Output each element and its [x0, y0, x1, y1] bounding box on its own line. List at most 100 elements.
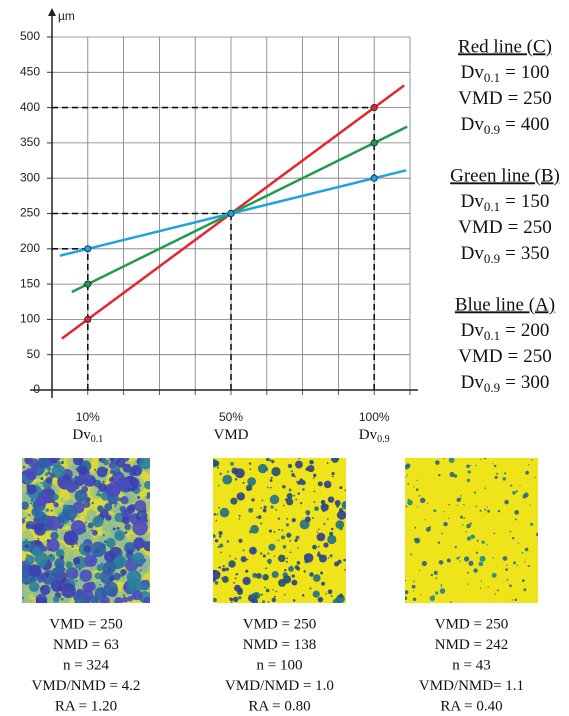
droplet: [242, 576, 251, 586]
droplet: [502, 556, 508, 561]
droplet: [90, 529, 93, 532]
droplet: [339, 486, 343, 490]
line-extension: [373, 169, 407, 180]
droplet: [134, 500, 147, 513]
droplet: [443, 521, 448, 527]
droplet: [329, 531, 334, 536]
droplet: [467, 571, 470, 574]
droplet: [313, 473, 317, 478]
droplet: [234, 577, 237, 580]
sublabel-text: VMD: [213, 427, 248, 443]
droplet: [222, 474, 233, 485]
droplet: [87, 522, 94, 529]
droplet: [132, 552, 145, 565]
droplet: [84, 565, 88, 568]
droplet: [325, 592, 328, 595]
droplet: [487, 509, 490, 513]
droplet: [57, 515, 66, 524]
droplet: [341, 500, 346, 510]
droplet: [61, 583, 76, 599]
droplet: [264, 586, 266, 589]
droplet: [481, 540, 485, 544]
droplet: [309, 587, 312, 590]
haze: [22, 590, 30, 603]
data-point: [370, 139, 378, 147]
droplet: [31, 508, 39, 516]
droplet: [467, 583, 469, 585]
haze: [29, 514, 35, 520]
droplet: [473, 568, 478, 573]
droplet: [139, 569, 142, 572]
droplet: [217, 545, 220, 549]
droplet: [218, 530, 223, 536]
droplet: [27, 471, 37, 481]
droplet: [506, 564, 508, 566]
droplet: [470, 464, 472, 467]
stat-value: 200: [521, 320, 550, 341]
droplet: [515, 490, 519, 493]
droplet: [221, 567, 226, 572]
droplet: [521, 551, 524, 554]
droplet: [261, 499, 264, 502]
droplet: [40, 490, 48, 498]
stat-value: 150: [521, 191, 550, 212]
droplet: [230, 462, 234, 466]
droplet: [218, 572, 221, 575]
y-axis-label: µm: [58, 9, 75, 23]
droplet: [45, 476, 53, 484]
droplet: [308, 511, 310, 514]
droplet: [103, 459, 110, 466]
data-point: [84, 315, 92, 323]
droplet: [234, 478, 238, 481]
droplet: [446, 558, 451, 563]
stat-name: Dv: [461, 191, 485, 212]
droplet: [441, 589, 443, 592]
droplet: [234, 557, 237, 560]
droplet: [494, 593, 496, 595]
droplet: [415, 488, 419, 491]
droplet: [275, 590, 278, 593]
y-tick-label: 150: [20, 276, 40, 290]
data-point: [227, 209, 235, 218]
droplet: [267, 600, 270, 603]
droplet: [140, 540, 147, 546]
droplet: [126, 548, 133, 555]
haze: [146, 533, 150, 540]
legend-stat: Dv0.1 = 150: [461, 191, 550, 214]
droplet: [70, 520, 86, 535]
droplet: [98, 483, 108, 493]
droplet: [295, 460, 303, 469]
stat-sep: =: [505, 62, 516, 83]
droplet: [216, 466, 220, 469]
droplet: [265, 567, 268, 570]
legend-stat: Dv0.9 = 300: [461, 372, 550, 395]
droplet: [512, 537, 515, 540]
droplet: [425, 527, 431, 532]
droplet: [129, 559, 132, 562]
droplet: [416, 506, 418, 508]
droplet: [287, 463, 293, 469]
droplet: [433, 570, 438, 575]
droplet: [424, 519, 426, 521]
droplet: [292, 599, 296, 602]
droplet: [213, 597, 217, 603]
y-tick-label: 200: [20, 241, 40, 255]
card-text: NMD = 138: [243, 637, 316, 653]
droplet: [37, 537, 40, 540]
droplet: [114, 504, 117, 507]
droplet: [480, 580, 483, 582]
droplet: [405, 579, 407, 582]
stat-name: VMD: [458, 346, 502, 367]
stat-sub: 0.1: [484, 70, 500, 85]
droplet: [270, 486, 272, 489]
droplet: [405, 476, 407, 478]
droplet: [94, 598, 98, 602]
line-extension: [373, 125, 408, 145]
droplet: [269, 479, 273, 482]
legend-stat: Dv0.1 = 100: [461, 62, 550, 85]
droplet: [512, 561, 517, 565]
droplet: [30, 525, 36, 530]
droplet: [119, 458, 124, 461]
droplet: [219, 543, 224, 548]
droplet: [117, 478, 125, 486]
